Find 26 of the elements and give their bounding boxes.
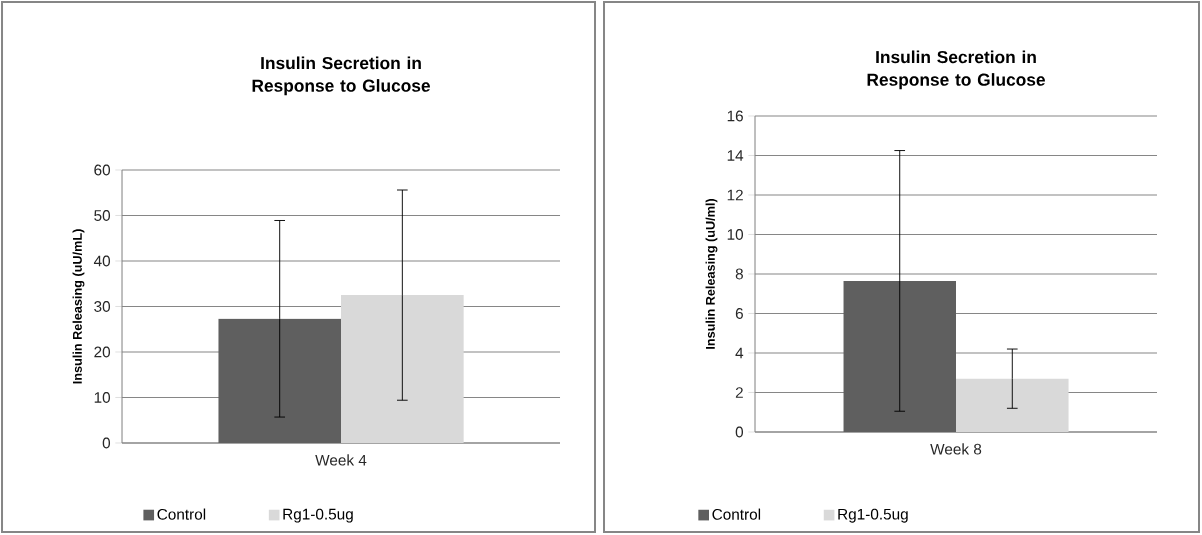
y-tick-label: 14	[727, 150, 744, 161]
chart-title: Insulin Secretion in Response to Glucose	[252, 56, 430, 96]
chart-title: Insulin Secretion in Response to Glucose	[867, 50, 1045, 90]
legend-label: Control	[712, 508, 761, 520]
y-tick-label: 2	[735, 387, 743, 398]
y-axis-title: Insulin Releasing (uU/mL)	[72, 229, 85, 384]
y-tick-label: 16	[727, 110, 743, 122]
y-tick-label: 10	[727, 229, 744, 240]
legend-label: Control	[157, 508, 206, 520]
legend-label: Rg1-0.5ug	[283, 508, 353, 523]
y-tick-label: 12	[727, 189, 743, 201]
x-tick-label: Week 8	[930, 443, 982, 455]
y-tick-label: 0	[102, 437, 111, 449]
y-tick-label: 20	[94, 346, 111, 358]
y-tick-label: 60	[94, 164, 111, 176]
y-tick-label: 50	[94, 210, 111, 221]
y-tick-label: 4	[735, 347, 744, 359]
y-tick-label: 0	[735, 426, 744, 438]
legend-label: Rg1-0.5ug	[838, 508, 908, 523]
y-tick-label: 10	[94, 392, 111, 403]
y-tick-label: 40	[93, 255, 111, 267]
y-tick-label: 8	[735, 268, 743, 280]
y-axis-title: Insulin Releasing (uU/ml)	[705, 198, 718, 349]
x-tick-label: Week 4	[315, 454, 367, 466]
y-tick-label: 6	[735, 308, 743, 319]
y-tick-label: 30	[94, 301, 111, 312]
